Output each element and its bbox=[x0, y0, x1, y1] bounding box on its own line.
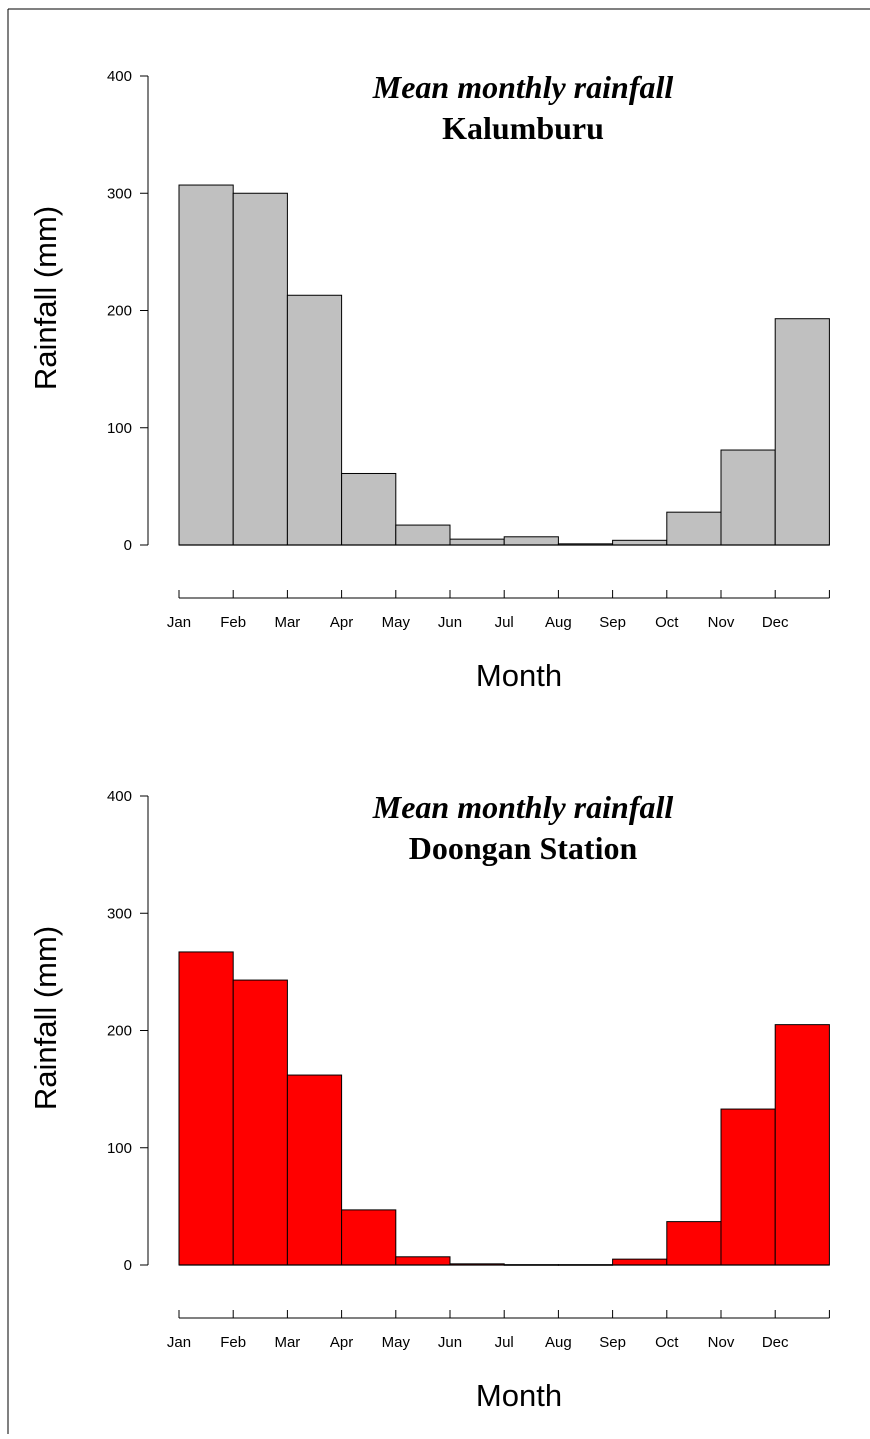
x-tick-label-jun: Jun bbox=[438, 614, 462, 631]
y-tick-label: 100 bbox=[107, 1140, 132, 1157]
x-tick-label-may: May bbox=[382, 614, 411, 631]
y-axis: 0 100 200 300 400 bbox=[107, 68, 149, 554]
bar-oct bbox=[666, 1221, 722, 1266]
x-axis: Jan Feb Mar Apr May Jun Jul Aug Sep Oct Nov Dec bbox=[167, 590, 830, 631]
y-tick-label: 0 bbox=[124, 537, 132, 554]
bar-oct bbox=[666, 511, 722, 546]
y-tick-label: 0 bbox=[124, 1257, 132, 1274]
bar-mar bbox=[286, 294, 343, 546]
bar-sep bbox=[612, 1258, 668, 1266]
y-tick-label: 200 bbox=[107, 303, 132, 320]
x-tick-label-mar: Mar bbox=[274, 614, 300, 631]
y-tick-label: 300 bbox=[107, 185, 132, 202]
x-tick-label-jul: Jul bbox=[495, 1334, 514, 1351]
bar-nov bbox=[720, 449, 776, 546]
y-axis-label: Rainfall (mm) bbox=[28, 206, 63, 390]
x-tick-label-sep: Sep bbox=[599, 614, 626, 631]
x-tick-label-jul: Jul bbox=[495, 614, 514, 631]
x-tick-label-aug: Aug bbox=[545, 1334, 572, 1351]
x-tick-label-mar: Mar bbox=[274, 1334, 300, 1351]
x-tick-label-apr: Apr bbox=[330, 1334, 353, 1351]
chart-title: Mean monthly rainfall bbox=[372, 789, 674, 825]
x-tick-label-jan: Jan bbox=[167, 614, 191, 631]
x-axis: Jan Feb Mar Apr May Jun Jul Aug Sep Oct Nov Dec bbox=[167, 1310, 830, 1351]
x-tick-label-jun: Jun bbox=[438, 1334, 462, 1351]
y-tick-label: 300 bbox=[107, 905, 132, 922]
bar-feb bbox=[232, 192, 288, 546]
x-axis-label: Month bbox=[476, 1378, 562, 1413]
bar-dec bbox=[774, 318, 830, 546]
y-tick-label: 100 bbox=[107, 420, 132, 437]
bar-apr bbox=[341, 1209, 397, 1266]
x-tick-label-aug: Aug bbox=[545, 614, 572, 631]
bar-apr bbox=[341, 472, 397, 546]
bar-dec bbox=[774, 1024, 830, 1266]
chart-kalumburu: 0 100 200 300 400 Jan Feb Mar Apr May Jun Jul Aug Se… bbox=[28, 68, 830, 693]
x-tick-label-apr: Apr bbox=[330, 614, 353, 631]
bar-jan bbox=[178, 184, 234, 546]
y-axis-label: Rainfall (mm) bbox=[28, 926, 63, 1110]
y-tick-label: 200 bbox=[107, 1023, 132, 1040]
x-tick-label-oct: Oct bbox=[655, 614, 679, 631]
bars-group bbox=[178, 951, 830, 1266]
bar-may bbox=[395, 1256, 451, 1266]
x-tick-label-feb: Feb bbox=[220, 614, 246, 631]
x-tick-label-nov: Nov bbox=[708, 614, 735, 631]
x-tick-label-oct: Oct bbox=[655, 1334, 679, 1351]
bar-mar bbox=[286, 1074, 343, 1266]
x-tick-label-dec: Dec bbox=[762, 1334, 789, 1351]
x-tick-label-feb: Feb bbox=[220, 1334, 246, 1351]
bar-sep bbox=[612, 539, 668, 546]
x-axis-label: Month bbox=[476, 658, 562, 693]
bar-jan bbox=[178, 951, 234, 1266]
bar-feb bbox=[232, 979, 288, 1266]
y-tick-label: 400 bbox=[107, 788, 132, 805]
x-tick-label-sep: Sep bbox=[599, 1334, 626, 1351]
x-tick-label-nov: Nov bbox=[708, 1334, 735, 1351]
x-tick-label-dec: Dec bbox=[762, 614, 789, 631]
y-axis: 0 100 200 300 400 bbox=[107, 788, 149, 1274]
y-tick-label: 400 bbox=[107, 68, 132, 85]
chart-doongan-station: 0 100 200 300 400 Jan Feb Mar Apr May Jun Jul Aug Se… bbox=[28, 788, 830, 1413]
bar-may bbox=[395, 524, 451, 546]
chart-subtitle: Kalumburu bbox=[442, 110, 604, 146]
bar-jul bbox=[503, 536, 559, 546]
x-tick-label-jan: Jan bbox=[167, 1334, 191, 1351]
x-tick-label-may: May bbox=[382, 1334, 411, 1351]
bar-jun bbox=[449, 538, 505, 546]
chart-subtitle: Doongan Station bbox=[409, 830, 638, 866]
bar-nov bbox=[720, 1108, 776, 1266]
chart-title: Mean monthly rainfall bbox=[372, 69, 674, 105]
bars-group bbox=[178, 184, 830, 546]
